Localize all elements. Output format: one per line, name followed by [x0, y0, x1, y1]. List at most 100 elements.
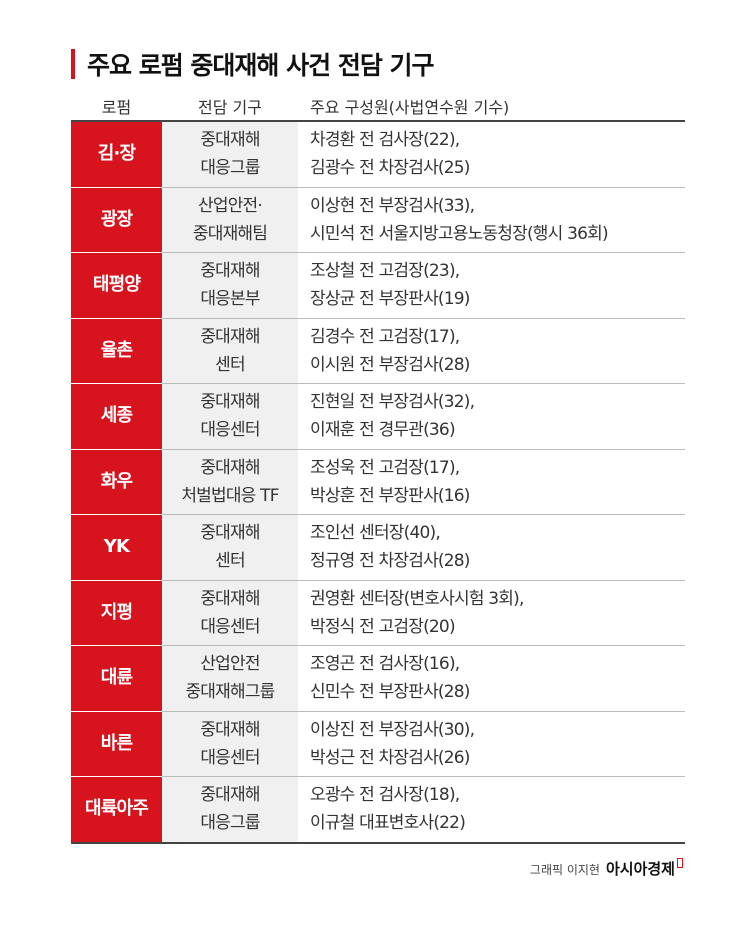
key-members: 김경수 전 고검장(17), 이시원 전 부장검사(28) [298, 318, 685, 384]
key-members: 이상현 전 부장검사(33), 시민석 전 서울지방고용노동청장(행시 36회) [298, 187, 685, 253]
member-line: 차경환 전 검사장(22), [310, 130, 460, 151]
org-line: 대응센터 [200, 616, 260, 637]
org-line: 중대재해그룹 [185, 682, 275, 703]
firm-name: 바른 [71, 711, 162, 777]
key-members: 조영곤 전 검사장(16), 신민수 전 부장판사(28) [298, 645, 685, 712]
org-line: 대응그룹 [200, 158, 260, 179]
org-line: 대응본부 [200, 289, 260, 310]
member-line: 조인선 센터장(40), [310, 523, 441, 544]
org-line: 대응센터 [200, 747, 260, 768]
firm-name: 대륜 [71, 645, 162, 712]
org-line: 산업안전· [198, 195, 263, 216]
org-line: 중대재해 [200, 588, 260, 609]
org-line: 중대재해 [200, 719, 260, 740]
org-line: 처벌법대응 TF [181, 485, 279, 506]
firm-name: 대륙아주 [71, 776, 162, 843]
org-line: 중대재해 [200, 392, 260, 413]
header-org: 전담 기구 [198, 98, 262, 117]
table-row: 지평 중대재해 대응센터 권영환 센터장(변호사시험 3회), 박정식 전 고검장(20… [71, 580, 685, 646]
member-line: 김광수 전 차장검사(25) [310, 158, 470, 179]
member-line: 권영환 센터장(변호사시험 3회), [310, 588, 524, 609]
member-line: 장상균 전 부장판사(19) [310, 289, 470, 310]
org-line: 센터 [215, 551, 245, 572]
org-line: 중대재해 [200, 457, 260, 478]
member-line: 시민석 전 서울지방고용노동청장(행시 36회) [310, 223, 609, 244]
brand-logo: 아시아경제 [605, 860, 675, 878]
member-line: 박정식 전 고검장(20) [310, 616, 456, 637]
org-line: 산업안전 [200, 654, 260, 675]
org-line: 중대재해 [200, 130, 260, 151]
law-firm-table: 김·장 중대재해 대응그룹 차경환 전 검사장(22), 김광수 전 차장검사(25) 광… [71, 120, 685, 844]
key-members: 조상철 전 고검장(23), 장상균 전 부장판사(19) [298, 252, 685, 319]
member-line: 신민수 전 부장판사(28) [310, 682, 470, 703]
key-members: 오광수 전 검사장(18), 이규철 대표변호사(22) [298, 777, 685, 843]
firm-name: 지평 [71, 580, 162, 646]
table-row: 율촌 중대재해 센터 김경수 전 고검장(17), 이시원 전 부장검사(28) [71, 318, 685, 384]
member-line: 조상철 전 고검장(23), [310, 261, 460, 282]
firm-name: 세종 [71, 383, 162, 450]
page-title: 주요 로펌 중대재해 사건 전담 기구 [87, 51, 435, 80]
org-line: 중대재해 [200, 523, 260, 544]
dedicated-org: 산업안전· 중대재해팀 [162, 187, 298, 253]
key-members: 진현일 전 부장검사(32), 이재훈 전 경무관(36) [298, 383, 685, 450]
org-line: 대응센터 [200, 420, 260, 441]
table-row: 김·장 중대재해 대응그룹 차경환 전 검사장(22), 김광수 전 차장검사(25) [71, 121, 685, 188]
member-line: 이상진 전 부장검사(30), [310, 719, 475, 740]
member-line: 오광수 전 검사장(18), [310, 785, 460, 806]
member-line: 조성욱 전 고검장(17), [310, 457, 460, 478]
table-row: 세종 중대재해 대응센터 진현일 전 부장검사(32), 이재훈 전 경무관(36) [71, 383, 685, 450]
key-members: 이상진 전 부장검사(30), 박성근 전 차장검사(26) [298, 711, 685, 777]
table-row: 바른 중대재해 대응센터 이상진 전 부장검사(30), 박성근 전 차장검사(26) [71, 711, 685, 777]
org-line: 대응그룹 [200, 813, 260, 834]
firm-name: 화우 [71, 449, 162, 515]
brand-mark-icon [677, 858, 683, 868]
member-line: 진현일 전 부장검사(32), [310, 392, 475, 413]
org-line: 중대재해팀 [192, 223, 268, 244]
firm-name: 율촌 [71, 318, 162, 384]
firm-name: 김·장 [71, 121, 162, 188]
member-line: 박성근 전 차장검사(26) [310, 747, 470, 768]
member-line: 정규영 전 차장검사(28) [310, 551, 470, 572]
table-row: 화우 중대재해 처벌법대응 TF 조성욱 전 고검장(17), 박상훈 전 부장판사(1… [71, 449, 685, 515]
key-members: 조성욱 전 고검장(17), 박상훈 전 부장판사(16) [298, 449, 685, 515]
member-line: 김경수 전 고검장(17), [310, 326, 460, 347]
header-firm: 로펌 [101, 98, 132, 117]
table-row: 태평양 중대재해 대응본부 조상철 전 고검장(23), 장상균 전 부장판사(19) [71, 252, 685, 319]
member-line: 이규철 대표변호사(22) [310, 813, 466, 834]
table-header: 로펌 전담 기구 주요 구성원(사법연수원 기수) [71, 92, 685, 120]
member-line: 이상현 전 부장검사(33), [310, 195, 475, 216]
member-line: 이재훈 전 경무관(36) [310, 420, 456, 441]
table-row: YK 중대재해 센터 조인선 센터장(40), 정규영 전 차장검사(28) [71, 514, 685, 581]
table-row: 대륜 산업안전 중대재해그룹 조영곤 전 검사장(16), 신민수 전 부장판사(28) [71, 645, 685, 712]
title-block: 주요 로펌 중대재해 사건 전담 기구 [71, 44, 435, 84]
table-row: 대륙아주 중대재해 대응그룹 오광수 전 검사장(18), 이규철 대표변호사(22) [71, 776, 685, 843]
firm-name: 광장 [71, 187, 162, 253]
firm-name: YK [71, 514, 162, 581]
org-line: 중대재해 [200, 785, 260, 806]
org-line: 중대재해 [200, 261, 260, 282]
org-line: 센터 [215, 354, 245, 375]
graphic-credit: 그래픽 이지현 [529, 863, 600, 877]
footer: 그래픽 이지현 아시아경제 [530, 858, 683, 879]
key-members: 차경환 전 검사장(22), 김광수 전 차장검사(25) [298, 121, 685, 188]
firm-name: 태평양 [71, 252, 162, 319]
key-members: 권영환 센터장(변호사시험 3회), 박정식 전 고검장(20) [298, 580, 685, 646]
member-line: 박상훈 전 부장판사(16) [310, 485, 470, 506]
member-line: 이시원 전 부장검사(28) [310, 354, 470, 375]
title-accent-bar [71, 49, 75, 79]
member-line: 조영곤 전 검사장(16), [310, 654, 460, 675]
org-line: 중대재해 [200, 326, 260, 347]
header-members: 주요 구성원(사법연수원 기수) [310, 98, 510, 117]
key-members: 조인선 센터장(40), 정규영 전 차장검사(28) [298, 514, 685, 581]
